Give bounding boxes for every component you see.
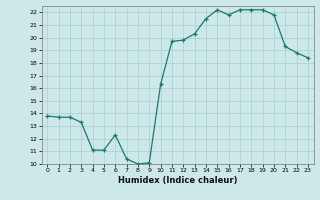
X-axis label: Humidex (Indice chaleur): Humidex (Indice chaleur): [118, 176, 237, 185]
